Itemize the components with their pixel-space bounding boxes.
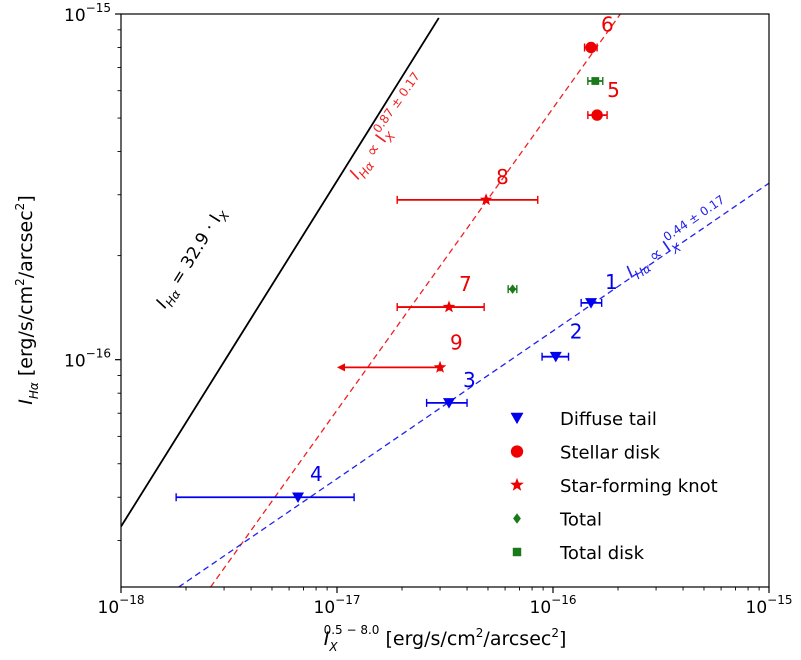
legend-entry: Star-forming knot: [510, 476, 718, 497]
reference-lines: [121, 14, 769, 587]
legend-marker: [513, 513, 521, 524]
x-tick-label: 10−16: [530, 593, 577, 618]
x-axis-label-units: [erg/s/cm: [379, 628, 475, 650]
legend-marker: [510, 412, 524, 425]
point-label: 2: [570, 320, 583, 344]
total-disk-marker: [591, 77, 600, 85]
point-label: 7: [459, 272, 472, 296]
diffuse-tail-point: [175, 492, 355, 503]
legend-entry: Total: [513, 510, 602, 531]
y-tick-label: 10−16: [64, 347, 111, 372]
x-tick-label: 10−15: [746, 593, 793, 618]
data-points: [175, 41, 608, 503]
blue-fit-label: IHα ∝ IX0.44 ± 0.17: [619, 192, 735, 284]
y-axis-label-units-close: ]: [15, 195, 37, 202]
diffuse-tail-marker: [549, 351, 562, 363]
x-axis-label-units-sup2: 2: [551, 626, 559, 640]
star-forming-knot-point: [337, 360, 447, 373]
diffuse-tail-marker: [442, 398, 455, 409]
legend-marker: [512, 547, 522, 557]
x-axis-label-units-close: ]: [559, 628, 566, 650]
legend-label: Stellar disk: [560, 443, 661, 464]
total-point: [507, 284, 518, 294]
legend-label: Diffuse tail: [560, 409, 657, 430]
legend: Diffuse tail Stellar disk Star-forming kno…: [510, 409, 718, 564]
legend-label: Total: [559, 510, 602, 531]
stellar-disk-marker: [591, 109, 603, 121]
point-label: 8: [496, 165, 509, 189]
red-fit-label: IHα ∝ IX0.87 ± 0.17: [341, 70, 435, 186]
diffuse-tail-marker: [585, 298, 598, 309]
legend-marker: [510, 445, 524, 458]
x-tick-label: 10−17: [314, 593, 361, 618]
axis-ticks: 10−18 10−17 10−16 10−15 10−16 10−15: [64, 1, 792, 618]
star-forming-knot-point: [396, 193, 539, 206]
plot-frame: [120, 13, 770, 588]
star-forming-knot-marker: [433, 360, 447, 373]
diffuse-tail-point: [541, 351, 570, 363]
y-tick-label: 10−15: [64, 1, 111, 26]
diffuse-tail-marker: [292, 492, 305, 503]
y-axis-label-sub: Hα: [27, 382, 41, 399]
red-fit-line: [210, 14, 621, 587]
point-label: 5: [607, 78, 620, 102]
star-forming-knot-marker: [479, 193, 493, 206]
point-label: 6: [601, 13, 614, 37]
point-label: 4: [310, 462, 323, 486]
point-label: 3: [463, 368, 476, 392]
legend-marker: [510, 477, 524, 491]
point-label: 1: [605, 270, 618, 294]
stellar-disk-marker: [585, 41, 597, 54]
x-tick-label: 10−18: [98, 593, 145, 618]
y-axis-label-units-sup: 2: [13, 278, 27, 286]
x-axis-label: IX0.5 − 8.0 [erg/s/cm2/arcsec2]: [324, 623, 567, 654]
y-axis-label-units-sup2: 2: [13, 203, 27, 211]
x-axis-label-sup: 0.5 − 8.0: [324, 623, 380, 637]
stellar-disk-point: [583, 41, 598, 54]
stellar-disk-point: [587, 109, 608, 121]
star-forming-knot-marker: [442, 300, 456, 313]
point-label: 9: [450, 330, 463, 354]
y-axis-label-units-end: /arcsec: [15, 210, 37, 278]
legend-label: Star-forming knot: [560, 476, 718, 497]
legend-label: Total disk: [559, 543, 645, 564]
x-axis-label-units-sup: 2: [476, 626, 484, 640]
one-to-one-label: IHα = 32.9 · IX: [152, 204, 232, 314]
diffuse-tail-point: [425, 398, 468, 409]
y-axis-label: IHα [erg/s/cm2/arcsec2]: [13, 195, 41, 405]
diffuse-tail-point: [580, 298, 603, 309]
total-marker: [508, 284, 517, 294]
total-disk-point: [587, 77, 604, 86]
upper-limit-arrow: [337, 363, 345, 372]
x-axis-label-units-end: /arcsec: [483, 628, 551, 650]
one-to-one-line: [121, 17, 440, 528]
y-axis-label-base: I: [15, 399, 37, 405]
x-axis-label-base: I: [324, 628, 330, 650]
legend-entry: Diffuse tail: [510, 409, 657, 430]
blue-fit-line: [178, 182, 769, 587]
y-axis-label-units: [erg/s/cm: [15, 286, 37, 382]
legend-entry: Total disk: [512, 543, 645, 564]
legend-entry: Stellar disk: [510, 443, 661, 464]
star-forming-knot-point: [396, 300, 485, 313]
x-axis-label-sub: X: [328, 640, 338, 654]
